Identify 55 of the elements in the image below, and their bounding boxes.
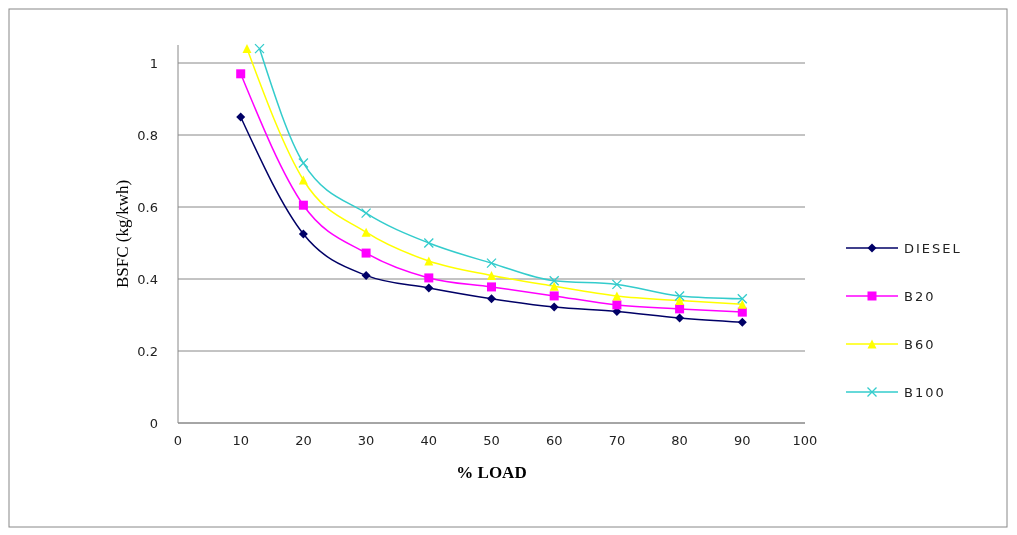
legend-label: B100 — [904, 385, 946, 400]
legend-label: B60 — [904, 337, 936, 352]
point — [675, 313, 685, 323]
point — [423, 237, 434, 249]
point — [612, 300, 622, 310]
y-tick-label: 0.8 — [137, 128, 158, 143]
y-axis-title: BSFC (kg/kwh) — [113, 179, 132, 289]
point — [424, 273, 434, 283]
point — [486, 258, 497, 269]
point — [236, 69, 246, 79]
x-axis-title: % LOAD — [456, 463, 527, 482]
point — [549, 291, 559, 301]
x-tick-label: 40 — [420, 433, 438, 448]
point — [487, 270, 496, 280]
point — [298, 157, 309, 169]
legend-label: B20 — [904, 289, 936, 304]
y-tick-label: 0.6 — [137, 200, 158, 215]
x-tick-label: 10 — [232, 433, 249, 448]
point — [549, 275, 560, 286]
y-tick-label: 0.4 — [137, 272, 158, 287]
point — [737, 299, 747, 309]
point — [298, 200, 308, 210]
point — [675, 296, 685, 306]
point — [674, 290, 685, 302]
x-tick-label: 0 — [173, 433, 183, 448]
legend-label: DIESEL — [904, 241, 962, 256]
x-tick-label: 100 — [792, 433, 818, 448]
point — [361, 270, 371, 280]
point — [487, 282, 496, 292]
point — [611, 279, 623, 290]
point — [737, 317, 747, 327]
point — [487, 294, 496, 304]
point — [298, 175, 308, 185]
x-tick-label: 80 — [671, 433, 688, 448]
x-tick-label: 20 — [295, 433, 312, 448]
point — [737, 293, 748, 304]
y-tick-label: 0.2 — [137, 344, 158, 359]
point — [424, 256, 434, 266]
point — [361, 248, 371, 258]
x-tick-label: 90 — [734, 433, 751, 448]
x-tick-label: 60 — [545, 433, 563, 448]
point — [424, 283, 434, 293]
y-tick-label: 1 — [149, 56, 158, 71]
point — [549, 281, 559, 291]
point — [360, 207, 372, 219]
x-tick-label: 70 — [608, 433, 626, 448]
point — [298, 229, 308, 239]
point — [254, 43, 265, 54]
point — [549, 302, 559, 312]
x-tick-label: 50 — [483, 433, 500, 448]
point — [236, 112, 246, 122]
point — [242, 44, 252, 54]
x-tick-label: 30 — [357, 433, 375, 448]
point — [361, 227, 371, 237]
y-tick-label: 0 — [149, 416, 158, 431]
